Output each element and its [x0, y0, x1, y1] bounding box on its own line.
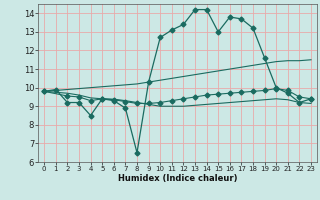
X-axis label: Humidex (Indice chaleur): Humidex (Indice chaleur) [118, 174, 237, 183]
